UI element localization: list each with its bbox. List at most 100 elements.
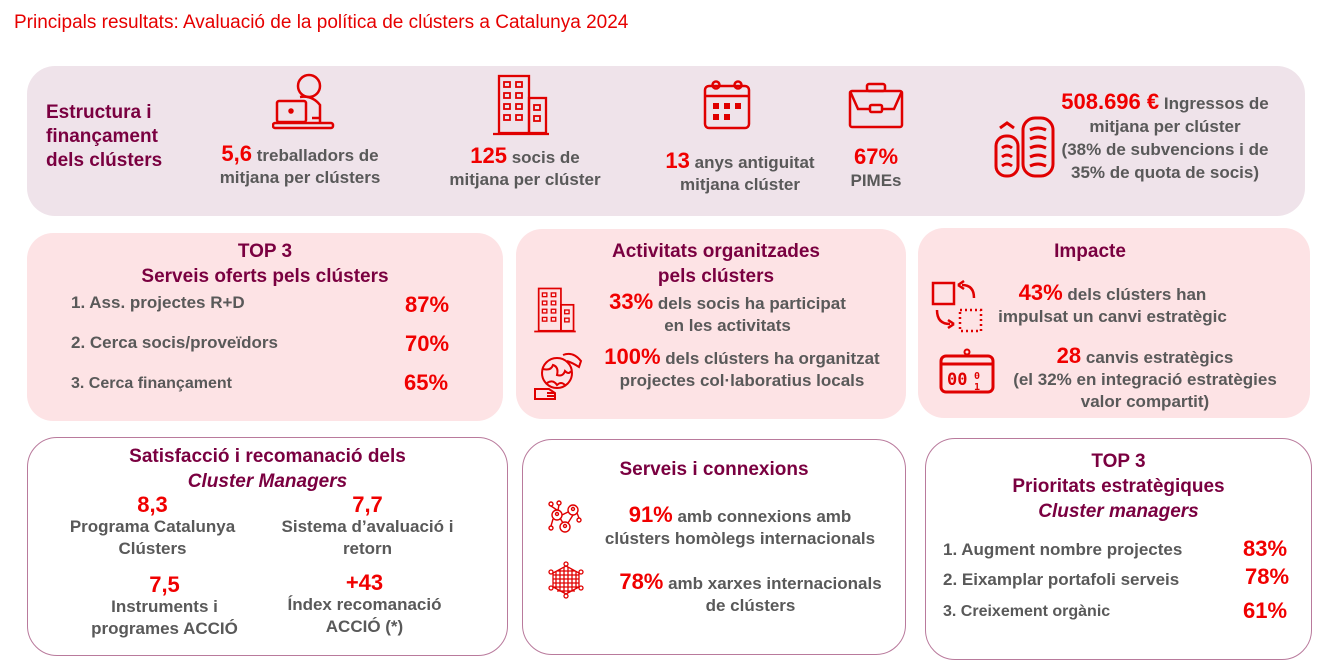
rating-value: 8,3: [137, 492, 168, 517]
connections-panel: [522, 439, 906, 655]
stat-members: 125 socis de mitjana per clúster: [435, 145, 615, 191]
rating-item: 7,5 Instruments i programes ACCIÓ: [62, 574, 267, 640]
stat-value: 125: [470, 143, 507, 168]
stat-value: 100%: [604, 344, 661, 369]
stat-text: dels clústers ha organitzat: [660, 349, 880, 368]
rating-label: retorn: [342, 539, 393, 558]
stat-value: 78%: [619, 569, 664, 594]
rating-value: 7,5: [149, 572, 180, 597]
stat-value: 33%: [609, 289, 654, 314]
priority-item-value: 83%: [1243, 536, 1288, 561]
stat-text: mitjana per clúster: [449, 170, 601, 189]
activity-participation: 33% dels socis ha participat en les acti…: [585, 291, 870, 337]
structure-heading-line: dels clústers: [46, 150, 163, 171]
stat-value: 508.696 €: [1061, 89, 1160, 114]
stat-text: socis de: [506, 148, 580, 167]
rating-label: Programa Catalunya: [69, 517, 236, 536]
service-item-value: 87%: [405, 292, 450, 317]
connections-networks: 78% amb xarxes internacionals de clúster…: [608, 571, 893, 617]
panel-title-line: Cluster managers: [1038, 501, 1199, 522]
impact-title: Impacte: [1054, 241, 1126, 262]
activities-panel: [516, 229, 906, 419]
stat-value: 5,6: [221, 141, 252, 166]
stat-text: impulsat un canvi estratègic: [998, 307, 1227, 326]
top3-services-title: TOP 3 Serveis oferts pels clústers: [27, 239, 503, 289]
person-laptop-icon: [272, 72, 336, 132]
mesh-network-icon: [548, 561, 584, 599]
priority-item-label: 3. Creixement orgànic: [943, 603, 1111, 620]
rating-value: 7,7: [352, 492, 383, 517]
stat-text: clústers homòlegs internacionals: [604, 529, 876, 548]
panel-title-line: Activitats organitzades: [612, 241, 820, 262]
network-people-icon: [548, 500, 582, 534]
rating-label: Índex recomanació: [287, 595, 442, 614]
structure-panel: [27, 66, 1305, 216]
service-item-label: 1. Ass. projectes R+D: [71, 293, 245, 312]
stat-text: projectes col·laboratius locals: [619, 371, 865, 390]
svg-text:1: 1: [974, 382, 980, 393]
briefcase-icon: [847, 82, 905, 130]
stat-income: 508.696 € Ingressos de mitjana per clúst…: [1050, 90, 1280, 184]
svg-text:00: 00: [947, 370, 967, 390]
priority-item-label: 1. Augment nombre projectes: [943, 540, 1183, 559]
stat-text: dels clústers han: [1062, 285, 1207, 304]
stat-value: 43%: [1018, 280, 1063, 305]
rating-value: +43: [345, 570, 384, 595]
service-item-value: 70%: [405, 331, 450, 356]
stat-smes: 67% PIMEs: [840, 146, 912, 192]
rating-item: +43 Índex recomanació ACCIÓ (*): [262, 572, 467, 638]
stat-text: amb connexions amb: [672, 507, 852, 526]
impact-strategic-changes: 28 canvis estratègics (el 32% en integra…: [1000, 345, 1290, 413]
activity-local-projects: 100% dels clústers ha organitzat project…: [592, 346, 892, 392]
stat-text: amb xarxes internacionals: [663, 574, 882, 593]
service-item-label: 2. Cerca socis/proveïdors: [71, 333, 278, 352]
top3-services-panel: [27, 233, 503, 421]
stat-text: anys antiguitat: [689, 153, 815, 172]
priority-item-label: 2. Eixamplar portafoli serveis: [943, 570, 1180, 589]
coins-icon: [993, 114, 1057, 180]
stat-text: canvis estratègics: [1081, 348, 1234, 367]
impact-panel: [918, 228, 1310, 418]
stat-text: mitjana clúster: [680, 175, 800, 194]
stat-text: de clústers: [705, 596, 796, 615]
building-icon: [492, 74, 550, 136]
rating-label: programes ACCIÓ: [91, 619, 238, 638]
panel-title-line: Prioritats estratègiques: [1012, 476, 1225, 497]
structure-heading-line: Estructura i: [46, 102, 152, 123]
priority-item-value: 78%: [1245, 564, 1290, 589]
priorities-title: TOP 3 Prioritats estratègiques Cluster m…: [925, 449, 1312, 524]
stat-value: 67%: [853, 144, 899, 169]
rating-label: Sistema d’avaluació i: [281, 517, 454, 536]
priority-item-value: 61%: [1243, 598, 1288, 623]
stat-age: 13 anys antiguitat mitjana clúster: [650, 150, 830, 196]
stat-text: (el 32% en integració estratègies: [1013, 370, 1277, 389]
stat-text: valor compartit): [1080, 392, 1210, 411]
page-title: Principals resultats: Avaluació de la po…: [14, 12, 629, 33]
stat-workers: 5,6 treballadors de mitjana per clústers: [205, 143, 395, 189]
panel-title-line: Cluster Managers: [187, 471, 348, 492]
satisfaction-panel: [27, 437, 508, 656]
impact-change: 43% dels clústers han impulsat un canvi …: [995, 282, 1230, 328]
panel-title-line: Satisfacció i recomanació dels: [129, 446, 406, 467]
panel-title-line: Serveis oferts pels clústers: [141, 266, 389, 287]
stat-value: 28: [1056, 343, 1082, 368]
stat-value: 13: [665, 148, 690, 173]
stat-text: PIMEs: [850, 171, 902, 190]
structure-heading-line: finançament: [46, 126, 158, 147]
stat-text: en les activitats: [664, 316, 791, 335]
connections-title: Serveis i connexions: [619, 459, 809, 480]
stat-text: mitjana per clústers: [219, 168, 381, 187]
stat-text: 35% de quota de socis): [1071, 163, 1259, 182]
building-icon: [533, 287, 577, 333]
rating-label: Instruments i: [111, 597, 218, 616]
stat-text: dels socis ha participat: [653, 294, 846, 313]
rating-item: 8,3 Programa Catalunya Clústers: [50, 494, 255, 560]
stat-text: (38% de subvencions i de: [1061, 140, 1269, 159]
panel-title-line: pels clústers: [657, 266, 775, 287]
stat-text: treballadors de: [251, 146, 379, 165]
stat-value: 91%: [628, 502, 673, 527]
counter-icon: 00 0 1: [938, 348, 996, 396]
connections-homologous: 91% amb connexions amb clústers homòlegs…: [590, 504, 890, 550]
service-item-label: 3. Cerca finançament: [71, 375, 232, 392]
panel-title-line: TOP 3: [1091, 451, 1146, 472]
